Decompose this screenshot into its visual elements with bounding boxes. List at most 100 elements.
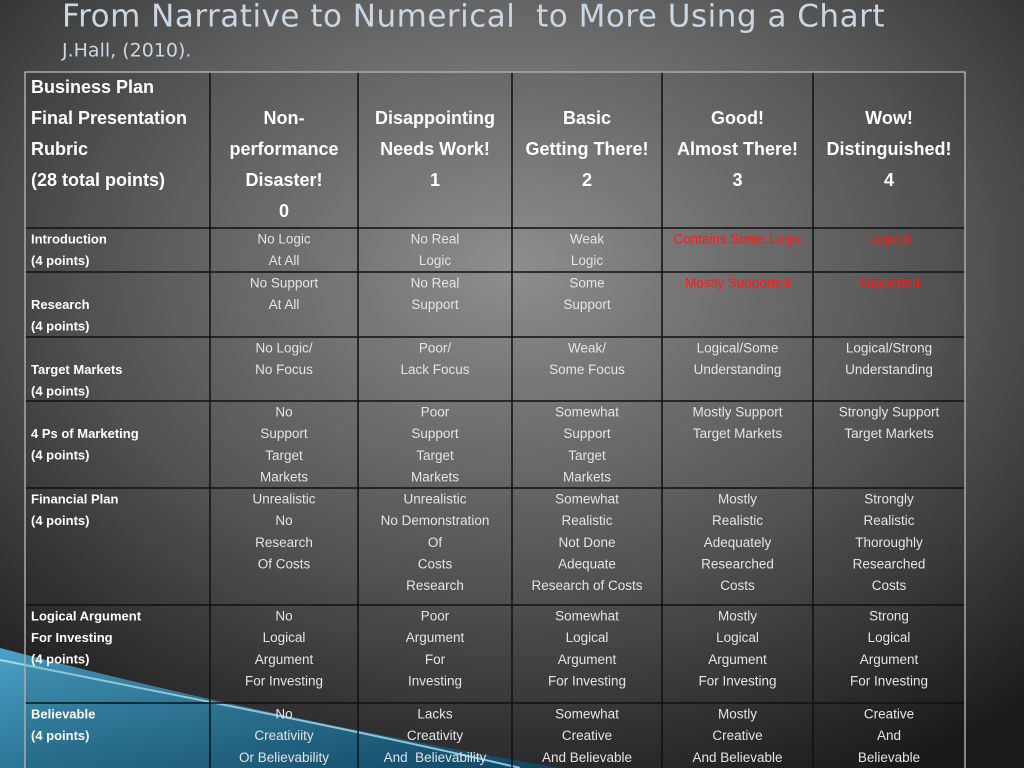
cell-text: Markets — [563, 469, 611, 484]
cell-text: Strongly — [864, 492, 914, 507]
cell-text: And Believability — [384, 750, 487, 765]
cell-text: Mostly — [718, 609, 757, 624]
cell-text: Argument — [406, 630, 465, 645]
row-label: Introduction — [31, 231, 107, 246]
cell-text: Costs — [418, 556, 453, 571]
cell-text: Creativity — [407, 728, 464, 743]
cell-text: Argument — [860, 652, 919, 667]
cell-text: Somewhat — [555, 405, 619, 420]
row-label: (28 total points) — [31, 170, 165, 190]
cell-text: Target Markets — [844, 426, 934, 441]
row-label: Research — [31, 297, 90, 312]
row-label: Target Markets — [31, 362, 123, 377]
swoosh-line — [0, 659, 521, 768]
column-header: Distinguished! — [827, 139, 952, 159]
row-label: 4 Ps of Marketing — [31, 426, 139, 441]
column-header: Almost There! — [677, 139, 798, 159]
cell-text: Some Focus — [549, 362, 625, 377]
cell-text: Realistic — [863, 513, 914, 528]
cell-text: Lack Focus — [400, 362, 469, 377]
cell-text: Logical — [566, 630, 609, 645]
cell-text: Research — [406, 578, 464, 593]
cell-text: Some — [569, 276, 604, 291]
column-header: 1 — [430, 170, 440, 190]
cell-text: Target — [568, 448, 606, 463]
column-header: 0 — [279, 201, 289, 221]
column-header: 3 — [732, 170, 742, 190]
cell-text: Lacks — [417, 707, 453, 722]
cell-text: Poor/ — [419, 341, 452, 356]
cell-text: And — [877, 728, 901, 743]
cell-text: Somewhat — [555, 609, 619, 624]
cell-text: Creativiity — [254, 728, 314, 743]
cell-text: Researched — [701, 556, 774, 571]
cell-text: No — [275, 609, 292, 624]
cell-text: Poor — [421, 609, 450, 624]
cell-text: Understanding — [694, 362, 782, 377]
cell-text: No Demonstration — [381, 513, 490, 528]
cell-text: Markets — [260, 469, 308, 484]
cell-text: No Logic — [257, 232, 311, 247]
cell-text: Logical/Strong — [846, 341, 932, 356]
cell-text: Contains Some Logic — [673, 232, 802, 247]
cell-text: Logic — [571, 253, 604, 268]
table-background — [25, 72, 965, 768]
cell-text: Logic — [419, 253, 452, 268]
row-label: (4 points) — [31, 253, 90, 268]
cell-text: Strongly Support — [839, 405, 940, 420]
row-label: Rubric — [31, 139, 88, 159]
column-header: 2 — [582, 170, 592, 190]
cell-text: Somewhat — [555, 492, 619, 507]
column-header: Wow! — [865, 108, 913, 128]
cell-text: Logical — [868, 232, 911, 247]
cell-text: At All — [269, 253, 300, 268]
cell-text: Of — [428, 535, 443, 550]
cell-text: Costs — [872, 578, 907, 593]
cell-text: Target Markets — [693, 426, 783, 441]
row-label: For Investing — [31, 630, 113, 645]
cell-text: Poor — [421, 405, 450, 420]
cell-text: Logical — [868, 630, 911, 645]
cell-text: No — [275, 405, 292, 420]
row-label: (4 points) — [31, 448, 90, 463]
cell-text: Understanding — [845, 362, 933, 377]
cell-text: Unrealistic — [403, 492, 466, 507]
cell-text: For Investing — [548, 673, 626, 688]
cell-text: Markets — [411, 469, 459, 484]
column-header: Disaster! — [245, 170, 322, 190]
cell-text: Or Believability — [239, 750, 329, 765]
cell-text: For Investing — [245, 673, 323, 688]
cell-text: Mostly Supported — [685, 276, 790, 291]
cell-text: Creative — [864, 707, 914, 722]
cell-text: Support — [411, 426, 459, 441]
cell-text: No Real — [411, 276, 460, 291]
row-label: (4 points) — [31, 319, 90, 334]
cell-text: Target — [416, 448, 454, 463]
cell-text: Believable — [858, 750, 920, 765]
cell-text: Argument — [558, 652, 617, 667]
cell-text: Argument — [708, 652, 767, 667]
cell-text: Research — [255, 535, 313, 550]
cell-text: Support — [563, 426, 611, 441]
cell-text: For Investing — [698, 673, 776, 688]
cell-text: Thoroughly — [855, 535, 923, 550]
cell-text: For Investing — [850, 673, 928, 688]
table-border — [24, 71, 966, 768]
cell-text: Weak/ — [568, 341, 606, 356]
cell-text: Investing — [408, 673, 462, 688]
cell-text: No Support — [250, 276, 319, 291]
cell-text: Logical — [263, 630, 306, 645]
column-header: performance — [229, 139, 338, 159]
cell-text: Unrealistic — [252, 492, 315, 507]
cell-text: No — [275, 513, 292, 528]
row-label: (4 points) — [31, 513, 90, 528]
row-label: Financial Plan — [31, 491, 118, 506]
row-label: Final Presentation — [31, 108, 187, 128]
column-header: Non- — [264, 108, 305, 128]
row-label: Logical Argument — [31, 608, 142, 623]
cell-text: Adequately — [704, 535, 772, 550]
cell-text: Creative — [562, 728, 612, 743]
cell-text: Mostly — [718, 492, 757, 507]
cell-text: Target — [265, 448, 303, 463]
column-header: Good! — [711, 108, 764, 128]
